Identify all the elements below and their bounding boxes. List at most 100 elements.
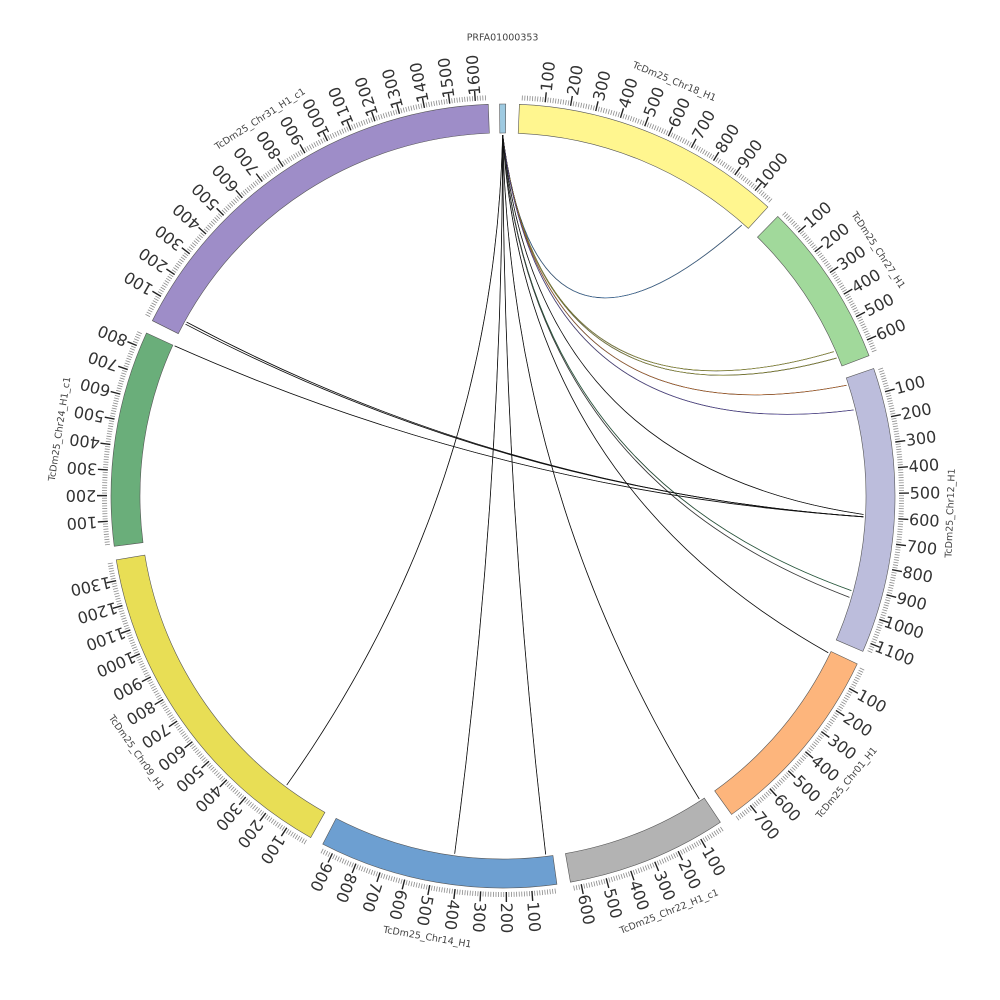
minor-tick	[417, 103, 420, 110]
minor-tick	[264, 814, 269, 819]
link-ribbon-highlight	[174, 345, 864, 518]
minor-tick	[250, 803, 254, 808]
tick-label: 100	[523, 901, 544, 933]
minor-tick	[726, 164, 730, 170]
minor-tick	[672, 133, 676, 139]
minor-tick	[882, 382, 888, 385]
major-tick	[569, 95, 573, 106]
minor-tick	[151, 685, 156, 689]
minor-tick	[753, 801, 758, 807]
minor-tick	[405, 106, 408, 112]
minor-tick	[893, 430, 899, 433]
chromosome-segments	[110, 103, 896, 889]
minor-tick	[141, 667, 147, 671]
minor-tick	[627, 871, 631, 877]
minor-tick	[370, 869, 374, 875]
minor-tick	[393, 876, 396, 882]
minor-tick	[224, 781, 229, 786]
minor-tick	[122, 622, 128, 625]
minor-tick	[592, 105, 595, 111]
major-tick	[97, 520, 108, 523]
minor-tick	[254, 806, 258, 811]
minor-tick	[188, 246, 194, 251]
minor-tick	[304, 147, 308, 153]
minor-tick	[894, 551, 901, 554]
minor-tick	[873, 635, 879, 639]
minor-tick	[702, 837, 706, 843]
minor-tick	[831, 716, 837, 720]
minor-tick	[677, 135, 681, 141]
minor-tick	[385, 112, 388, 118]
minor-tick	[704, 150, 708, 156]
minor-tick	[130, 345, 136, 349]
minor-tick	[174, 722, 179, 727]
minor-tick	[602, 107, 605, 113]
minor-tick	[653, 125, 657, 131]
minor-tick	[743, 809, 748, 815]
minor-tick	[110, 415, 116, 417]
minor-tick	[256, 808, 260, 813]
minor-tick	[181, 733, 187, 737]
minor-tick	[732, 169, 736, 174]
minor-tick	[850, 685, 855, 689]
major-tick	[259, 812, 267, 822]
major-tick	[787, 770, 796, 779]
minor-tick	[306, 145, 310, 151]
minor-tick	[155, 295, 160, 299]
minor-tick	[877, 623, 883, 627]
minor-tick	[893, 428, 899, 430]
minor-tick	[670, 132, 674, 138]
minor-tick	[436, 886, 438, 892]
minor-tick	[373, 870, 376, 876]
minor-tick	[334, 131, 338, 137]
major-tick	[544, 92, 547, 103]
minor-tick	[878, 370, 884, 373]
minor-tick	[133, 338, 139, 342]
minor-tick	[132, 646, 137, 649]
major-tick	[897, 466, 908, 469]
minor-tick	[859, 321, 865, 324]
tick-label: 400	[908, 455, 940, 476]
tick-label: 600	[664, 95, 694, 131]
minor-tick	[177, 260, 183, 265]
minor-tick	[651, 124, 655, 130]
link-ribbon	[502, 134, 850, 598]
minor-tick	[147, 678, 153, 682]
major-tick	[754, 182, 762, 192]
minor-tick	[618, 874, 621, 880]
tick-label: 1100	[84, 623, 129, 655]
minor-tick	[168, 714, 174, 718]
minor-tick	[390, 876, 393, 882]
tick-label: 1400	[406, 61, 433, 105]
minor-tick	[198, 234, 203, 239]
minor-tick	[443, 99, 446, 105]
minor-tick	[849, 302, 855, 306]
minor-tick	[894, 554, 900, 556]
major-tick	[351, 863, 357, 874]
minor-tick	[213, 770, 218, 775]
minor-tick	[761, 795, 766, 800]
minor-tick	[891, 574, 897, 577]
segment-tcdm25-chr18-h1	[517, 104, 769, 229]
minor-tick	[652, 862, 655, 868]
major-tick	[677, 850, 684, 861]
minor-tick	[887, 591, 893, 594]
minor-tick	[546, 889, 549, 895]
minor-tick	[217, 213, 223, 218]
minor-tick	[894, 435, 900, 438]
minor-tick	[595, 880, 598, 886]
minor-tick	[275, 165, 280, 170]
minor-tick	[711, 832, 715, 837]
major-tick	[843, 288, 853, 295]
minor-tick	[105, 440, 111, 443]
major-tick	[479, 891, 482, 902]
major-tick	[401, 879, 406, 890]
major-tick	[749, 804, 758, 814]
minor-tick	[109, 420, 115, 423]
link-ribbon-highlight	[502, 134, 829, 653]
minor-tick	[848, 300, 854, 304]
major-tick	[879, 618, 889, 624]
minor-tick	[297, 151, 301, 156]
minor-tick	[834, 712, 839, 716]
minor-tick	[800, 757, 805, 762]
